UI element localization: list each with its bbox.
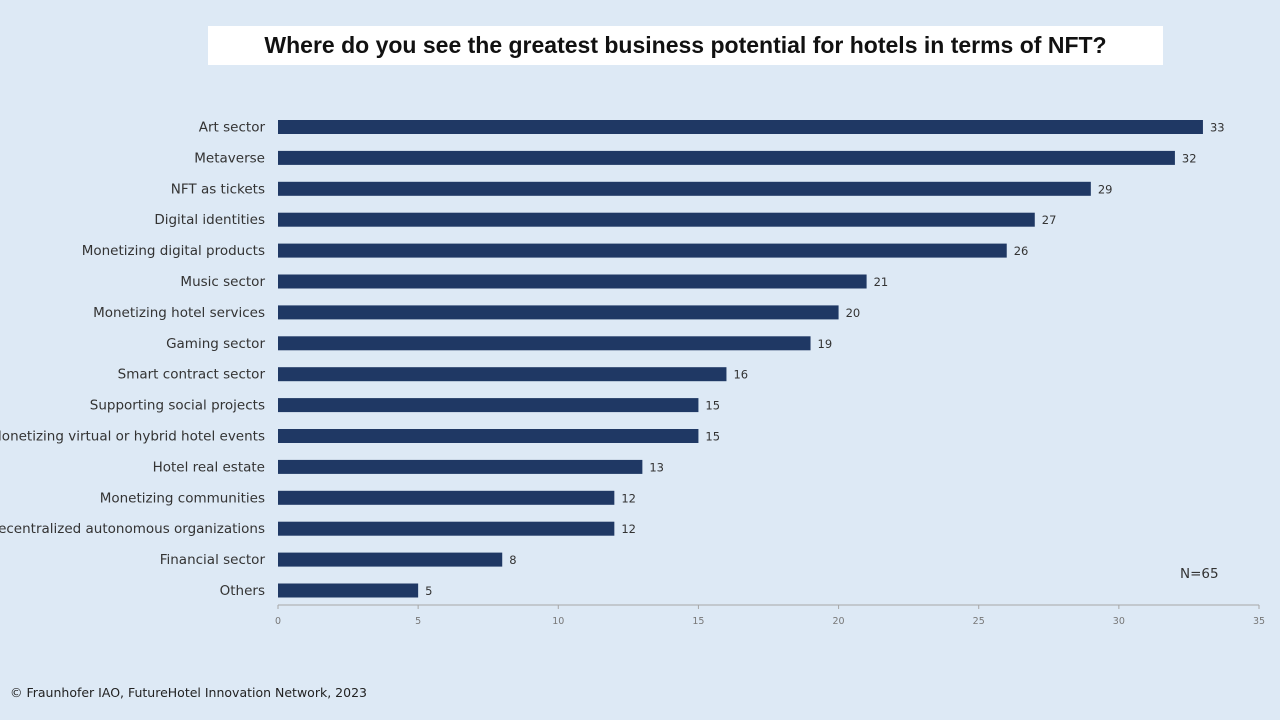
value-label: 15 — [705, 430, 720, 444]
category-label: Music sector — [180, 274, 265, 290]
value-label: 8 — [509, 553, 516, 567]
category-label: NFT as tickets — [171, 181, 265, 197]
bar — [278, 120, 1203, 134]
category-label: Art sector — [199, 120, 266, 136]
category-label: Monetizing digital products — [82, 243, 265, 259]
value-label: 16 — [733, 368, 748, 382]
bar — [278, 398, 699, 413]
bar — [278, 490, 615, 505]
x-tick-label: 35 — [1253, 616, 1265, 627]
x-tick-label: 5 — [415, 616, 421, 627]
bar — [278, 243, 1007, 258]
value-label: 29 — [1098, 182, 1113, 196]
x-tick-label: 10 — [552, 616, 564, 627]
bar — [278, 583, 419, 598]
category-label: Digital identities — [154, 212, 265, 228]
category-label: Metaverse — [194, 150, 265, 166]
category-label: Monetizing virtual or hybrid hotel event… — [0, 429, 265, 445]
bar — [278, 274, 867, 289]
value-label: 12 — [621, 491, 636, 505]
sample-size-note: N=65 — [1180, 566, 1219, 582]
value-label: 27 — [1042, 213, 1057, 227]
value-label: 5 — [425, 584, 432, 598]
bar — [278, 212, 1035, 227]
category-label: Monetizing communities — [100, 490, 265, 506]
bar — [278, 336, 811, 351]
bar — [278, 150, 1175, 165]
copyright-footer: © Fraunhofer IAO, FutureHotel Innovation… — [10, 685, 367, 700]
value-label: 32 — [1182, 151, 1197, 165]
value-label: 33 — [1210, 121, 1225, 135]
bar — [278, 181, 1091, 196]
x-tick-label: 0 — [275, 616, 281, 627]
value-label: 26 — [1014, 244, 1029, 258]
value-label: 20 — [846, 306, 861, 320]
category-label: Financial sector — [160, 552, 266, 568]
value-label: 12 — [621, 522, 636, 536]
x-tick-label: 30 — [1113, 616, 1125, 627]
category-label: Hotel real estate — [153, 459, 265, 475]
category-label: Supporting social projects — [90, 398, 265, 414]
value-label: 19 — [818, 337, 833, 351]
category-label: Decentralized autonomous organizations — [0, 521, 265, 537]
value-label: 13 — [649, 460, 664, 474]
bar — [278, 429, 699, 443]
chart-title-box: Where do you see the greatest business p… — [208, 26, 1163, 65]
bar — [278, 459, 643, 474]
x-tick-label: 20 — [833, 616, 845, 627]
x-tick-label: 25 — [973, 616, 985, 627]
bar — [278, 367, 727, 382]
category-label: Others — [220, 583, 265, 599]
x-tick-label: 15 — [692, 616, 704, 627]
category-label: Monetizing hotel services — [93, 305, 265, 321]
category-label: Smart contract sector — [118, 367, 266, 383]
value-label: 21 — [874, 275, 889, 289]
category-label: Gaming sector — [166, 336, 265, 352]
bar — [278, 521, 615, 536]
chart-title: Where do you see the greatest business p… — [264, 32, 1107, 58]
bar — [278, 305, 839, 320]
value-label: 15 — [705, 399, 720, 413]
bar — [278, 552, 503, 567]
